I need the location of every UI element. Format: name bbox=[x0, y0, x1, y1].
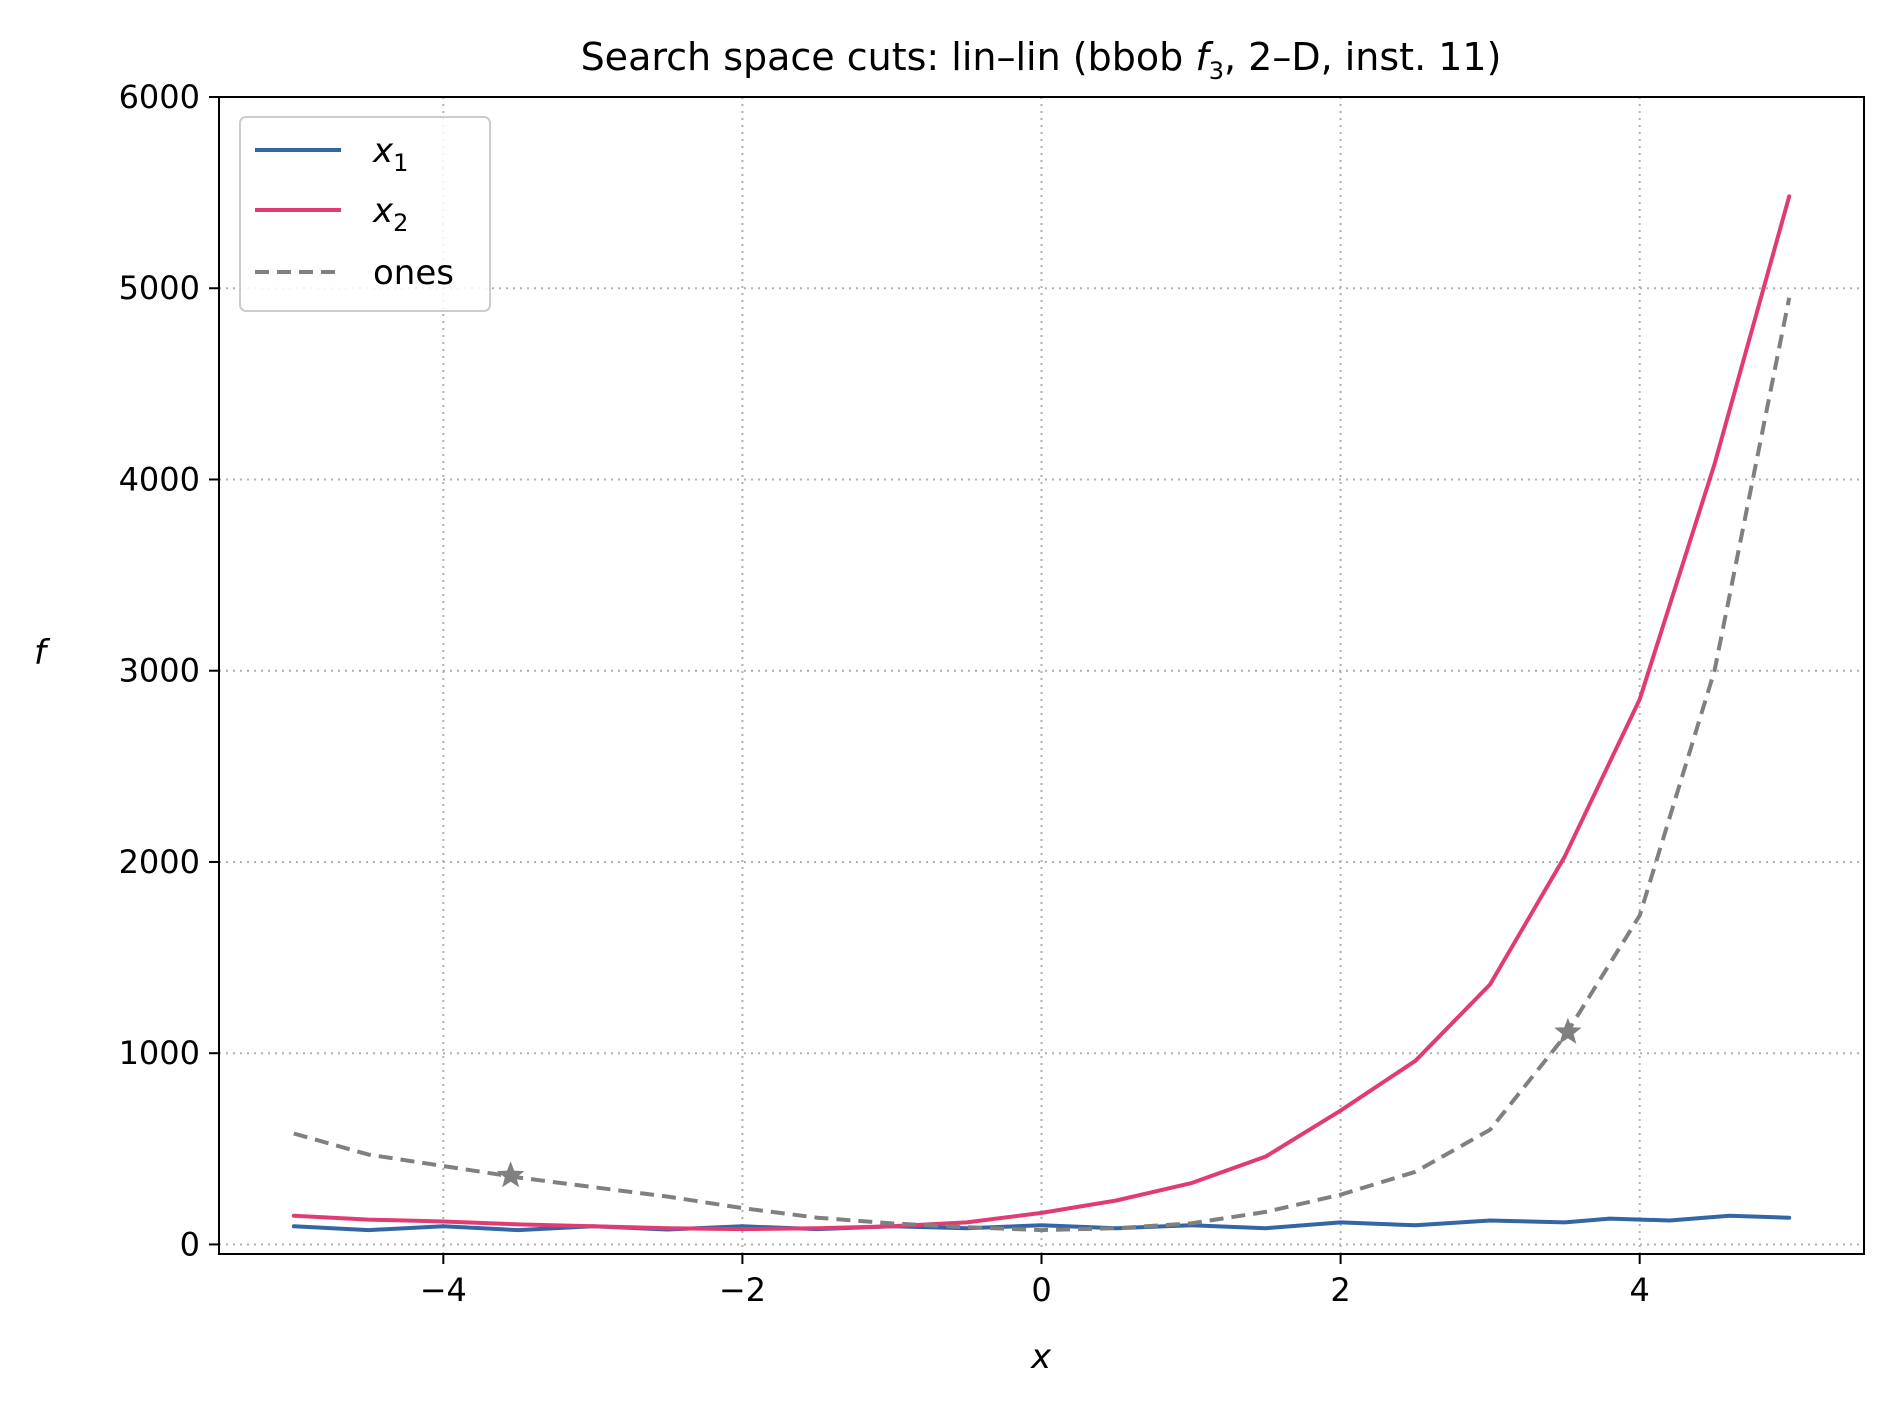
legend-box bbox=[239, 116, 491, 312]
legend-label-x1-sub: 1 bbox=[393, 149, 408, 177]
series-line-1 bbox=[291, 194, 1792, 1232]
x-tick-label: −2 bbox=[719, 1271, 766, 1309]
y-tick-label: 2000 bbox=[119, 843, 200, 881]
series-line-2 bbox=[293, 297, 1792, 1233]
y-tick-label: 5000 bbox=[119, 269, 200, 307]
x-tick-label: 4 bbox=[1630, 1271, 1650, 1309]
legend-label-x2-sub: 2 bbox=[393, 209, 408, 237]
legend-label-x1: x1 bbox=[372, 131, 408, 177]
star-marker-0 bbox=[496, 1161, 525, 1188]
y-tick-label: 3000 bbox=[119, 652, 200, 690]
y-tick-label: 4000 bbox=[119, 460, 200, 498]
legend-label-x2-name: x bbox=[372, 191, 394, 231]
y-tick-label: 6000 bbox=[119, 78, 200, 116]
legend-label-x2: x2 bbox=[372, 191, 408, 237]
x-tick-label: 2 bbox=[1330, 1271, 1350, 1309]
y-tick-label: 0 bbox=[180, 1225, 200, 1263]
x-axis-label: x bbox=[1030, 1337, 1052, 1377]
ticks: −4 −2 0 2 4 0 1000 2000 3000 4000 5000 6000 bbox=[119, 78, 1650, 1309]
marker-layer bbox=[496, 1017, 1582, 1188]
legend-label-x1-name: x bbox=[372, 131, 394, 171]
x-tick-label: 0 bbox=[1031, 1271, 1051, 1309]
x-tick-label: −4 bbox=[420, 1271, 467, 1309]
title-tail: , 2–D, inst. 11) bbox=[1224, 35, 1501, 79]
title-main: Search space cuts: lin–lin (bbob bbox=[581, 35, 1196, 79]
series-line-0 bbox=[291, 1213, 1792, 1233]
chart-title: Search space cuts: lin–lin (bbob f3, 2–D… bbox=[581, 35, 1502, 85]
star-marker-1 bbox=[1554, 1017, 1582, 1044]
legend: x1 x2 ones bbox=[239, 116, 491, 312]
legend-label-ones: ones bbox=[373, 253, 454, 293]
title-func-sub: 3 bbox=[1209, 57, 1224, 85]
series-layer bbox=[291, 194, 1792, 1233]
y-tick-label: 1000 bbox=[119, 1034, 200, 1072]
